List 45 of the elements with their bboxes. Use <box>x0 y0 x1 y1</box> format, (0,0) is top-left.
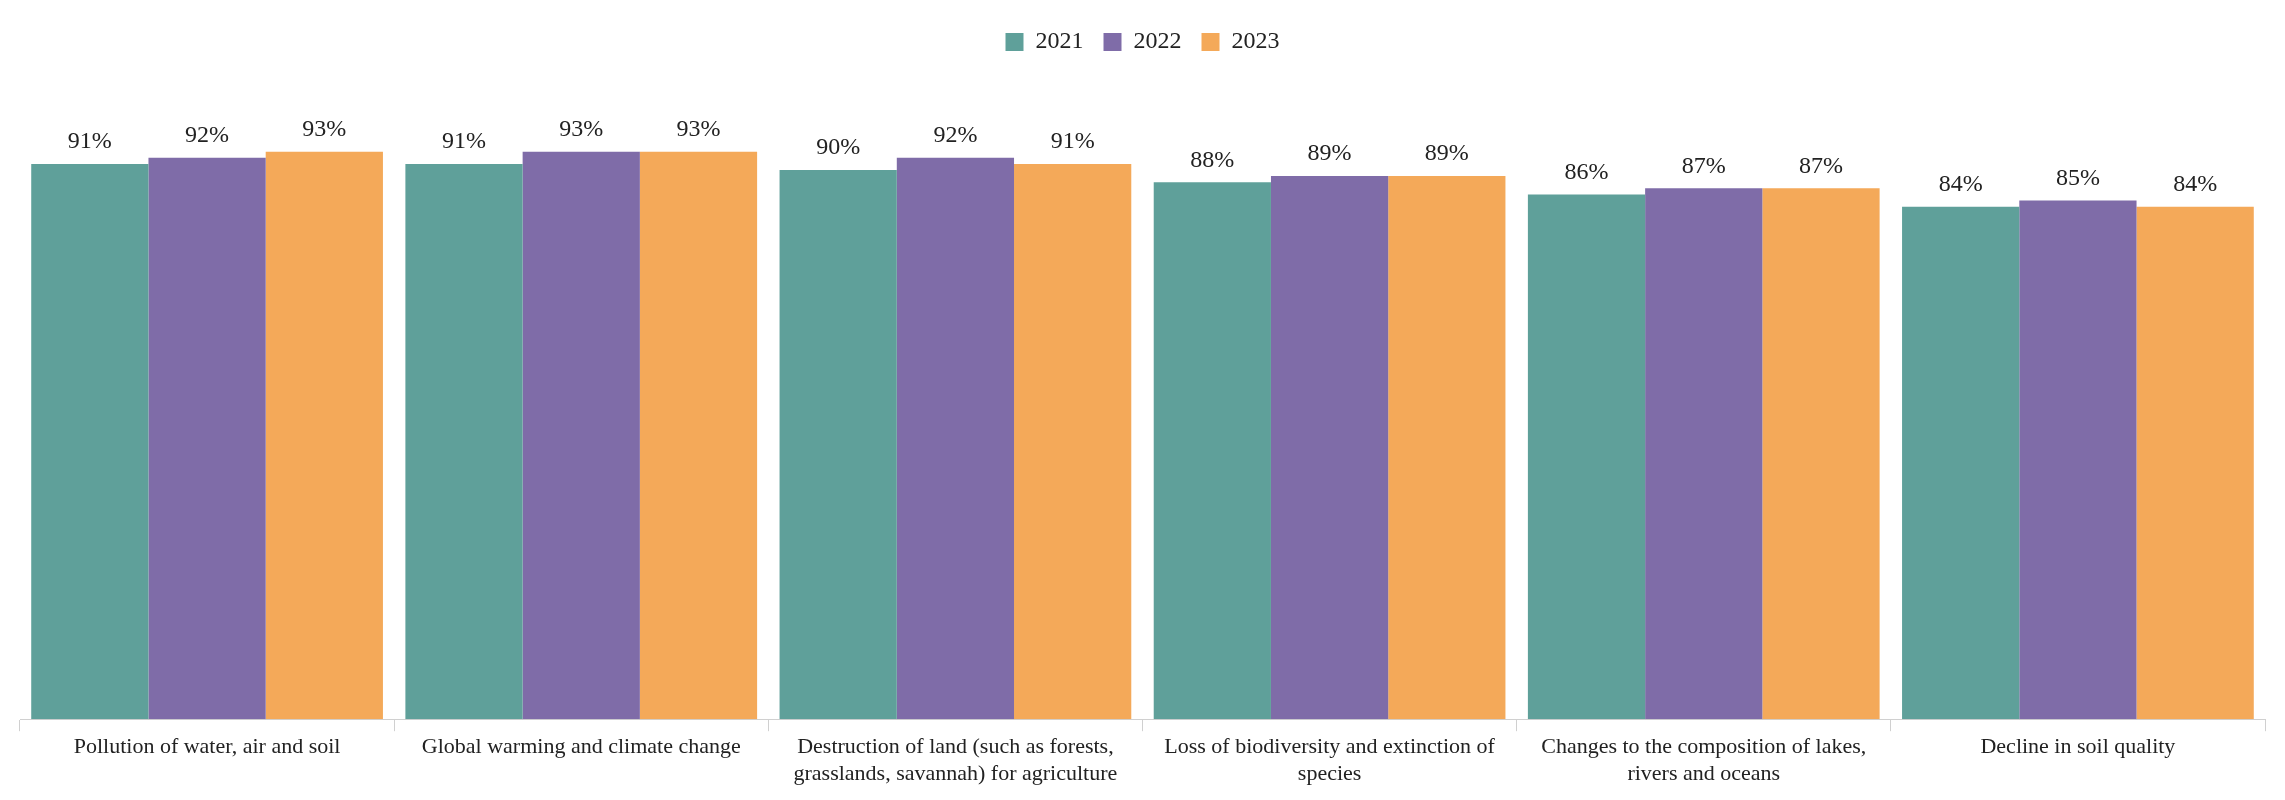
bar <box>1527 194 1646 720</box>
x-tick-label: Destruction of land (such as forests, grasslands, savannah) for agriculture <box>793 733 1118 785</box>
bar <box>896 157 1015 720</box>
data-label: 85% <box>2055 163 2100 190</box>
data-label: 87% <box>1681 151 1726 178</box>
bar <box>2019 200 2137 720</box>
bar <box>1902 206 2020 720</box>
bar <box>1388 176 1506 720</box>
data-label: 93% <box>676 115 721 142</box>
data-label: 92% <box>185 121 230 148</box>
x-tick-label: Changes to the composition of lakes, rivers and oceans <box>1541 733 1867 785</box>
x-tick-label: Loss of biodiversity and extinction of species <box>1164 733 1496 785</box>
bar <box>31 163 149 720</box>
data-label: 84% <box>1938 169 1983 196</box>
bar <box>1645 188 1763 720</box>
legend-label: 2021 <box>1035 27 1084 54</box>
data-label: 88% <box>1190 145 1235 172</box>
x-tick-label: Decline in soil quality <box>1980 733 2176 759</box>
legend-label: 2022 <box>1133 27 1182 54</box>
x-tick-label: Global warming and climate change <box>421 733 741 759</box>
bar <box>2136 206 2254 720</box>
bar <box>1014 163 1132 720</box>
data-label: 91% <box>442 127 487 154</box>
data-label: 90% <box>816 133 861 160</box>
bar <box>405 163 523 720</box>
legend-label: 2023 <box>1231 27 1280 54</box>
bar <box>639 151 758 720</box>
bar <box>1270 176 1389 720</box>
data-label: 93% <box>559 115 604 142</box>
data-label: 92% <box>933 121 978 148</box>
x-tick-label: Pollution of water, air and soil <box>73 733 341 759</box>
bar <box>148 157 266 720</box>
data-label: 91% <box>67 127 112 154</box>
data-label: 91% <box>1050 127 1095 154</box>
bar <box>1762 188 1880 720</box>
data-label: 86% <box>1564 157 1609 184</box>
bar <box>522 151 640 720</box>
bar <box>779 170 897 720</box>
data-label: 87% <box>1798 151 1843 178</box>
bar <box>1153 182 1271 720</box>
data-label: 84% <box>2173 169 2218 196</box>
data-label: 93% <box>302 115 347 142</box>
bar <box>265 151 383 720</box>
data-label: 89% <box>1424 139 1469 166</box>
data-label: 89% <box>1307 139 1352 166</box>
